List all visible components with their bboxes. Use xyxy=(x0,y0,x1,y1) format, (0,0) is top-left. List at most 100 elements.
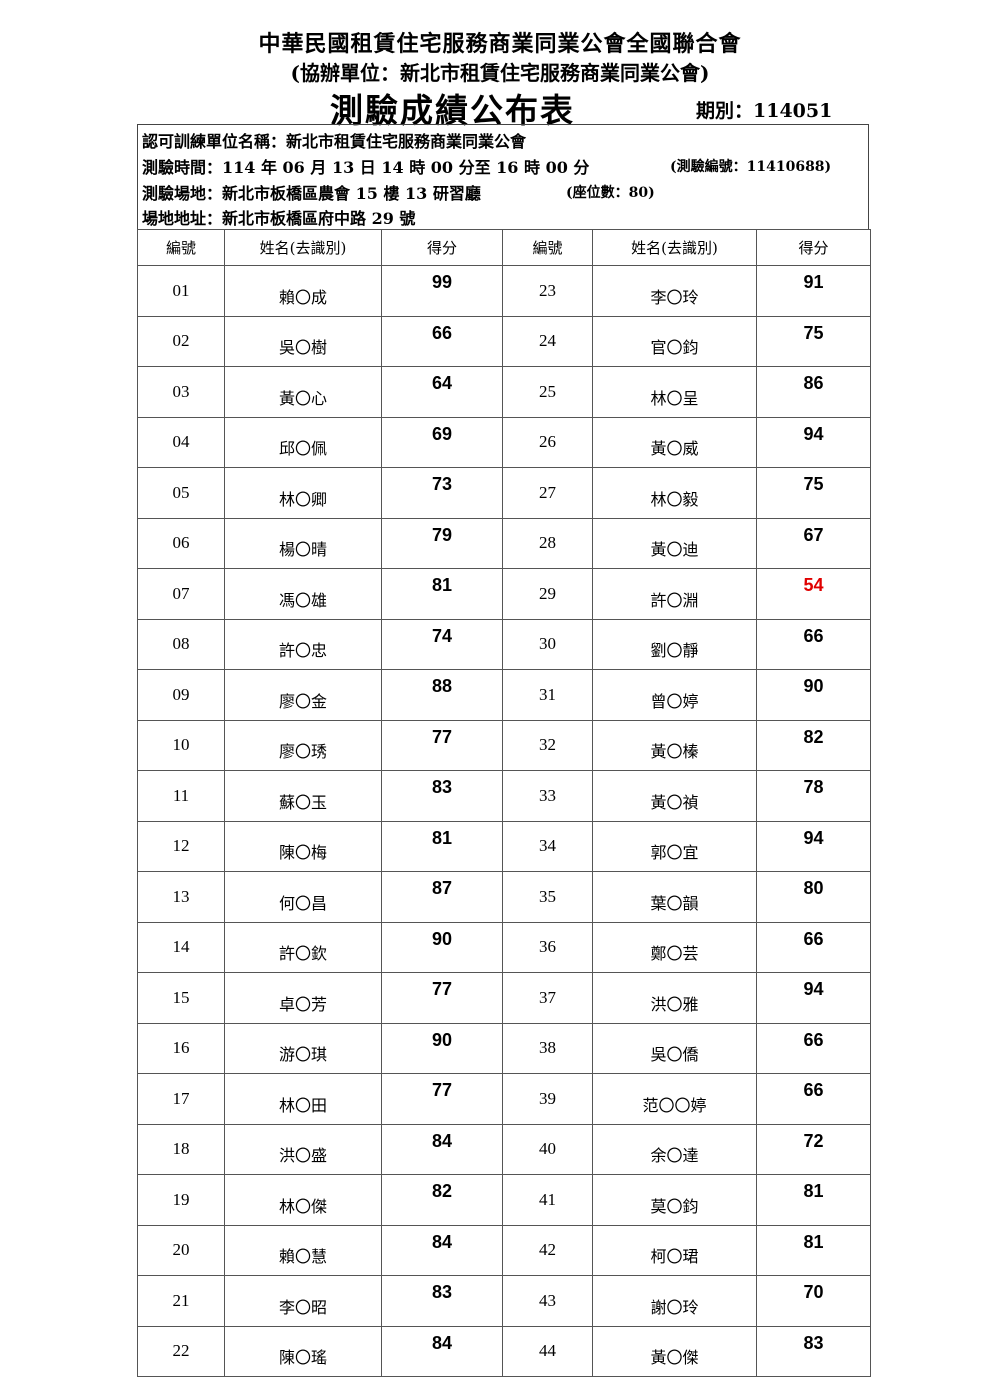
candidate-number: 13 xyxy=(137,871,225,923)
candidate-name: 洪〇雅 xyxy=(592,972,757,1024)
candidate-name: 吳〇僑 xyxy=(592,1022,757,1074)
table-row: 09 廖〇金 88 31 曾〇婷 90 xyxy=(137,669,871,721)
candidate-number: 27 xyxy=(502,467,593,519)
candidate-name: 賴〇慧 xyxy=(224,1224,382,1276)
candidate-name: 游〇琪 xyxy=(224,1022,382,1074)
candidate-score: 77 xyxy=(381,719,503,771)
candidate-score: 94 xyxy=(756,416,871,468)
table-row: 13 何〇昌 87 35 葉〇韻 80 xyxy=(137,871,871,923)
candidate-score: 90 xyxy=(381,921,503,973)
candidate-name: 劉〇靜 xyxy=(592,618,757,670)
candidate-number: 31 xyxy=(502,669,593,721)
candidate-score: 91 xyxy=(756,265,871,317)
candidate-number: 29 xyxy=(502,568,593,620)
page-title: 測驗成績公布表 xyxy=(330,91,575,130)
candidate-number: 15 xyxy=(137,972,225,1024)
organization-title: 中華民國租賃住宅服務商業同業公會全國聯合會 xyxy=(258,31,742,57)
candidate-score: 77 xyxy=(381,1073,503,1125)
candidate-number: 36 xyxy=(502,921,593,973)
candidate-score: 78 xyxy=(756,770,871,822)
candidate-score: 66 xyxy=(756,921,871,973)
co-organizer: (協辦單位：新北市租賃住宅服務商業同業公會) xyxy=(290,61,710,85)
seat-count: (座位數：80) xyxy=(566,185,655,201)
candidate-score: 86 xyxy=(756,366,871,418)
table-row: 14 許〇欽 90 36 鄭〇芸 66 xyxy=(137,921,871,973)
score-table: 編號 姓名(去識別) 得分 編號 姓名(去識別) 得分 01 賴〇成 99 23 李〇玲… xyxy=(137,229,871,1377)
candidate-score: 73 xyxy=(381,467,503,519)
candidate-name: 黃〇傑 xyxy=(592,1325,757,1377)
venue-address: 場地地址：新北市板橋區府中路 29 號 xyxy=(142,209,416,228)
table-row: 20 賴〇慧 84 42 柯〇珺 81 xyxy=(137,1224,871,1276)
candidate-name: 邱〇佩 xyxy=(224,416,382,468)
candidate-score: 81 xyxy=(756,1224,871,1276)
candidate-name: 賴〇成 xyxy=(224,265,382,317)
candidate-number: 21 xyxy=(137,1275,225,1327)
candidate-name: 林〇毅 xyxy=(592,467,757,519)
candidate-number: 42 xyxy=(502,1224,593,1276)
training-unit: 認可訓練單位名稱：新北市租賃住宅服務商業同業公會 xyxy=(142,132,527,151)
candidate-name: 官〇鈞 xyxy=(592,315,757,367)
candidate-number: 37 xyxy=(502,972,593,1024)
candidate-number: 44 xyxy=(502,1325,593,1377)
candidate-name: 林〇呈 xyxy=(592,366,757,418)
table-row: 11 蘇〇玉 83 33 黃〇禎 78 xyxy=(137,770,871,822)
table-row: 05 林〇卿 73 27 林〇毅 75 xyxy=(137,467,871,519)
candidate-number: 08 xyxy=(137,618,225,670)
candidate-score: 83 xyxy=(756,1325,871,1377)
candidate-score: 83 xyxy=(381,1275,503,1327)
candidate-number: 28 xyxy=(502,517,593,569)
candidate-score: 84 xyxy=(381,1123,503,1175)
candidate-number: 23 xyxy=(502,265,593,317)
candidate-number: 40 xyxy=(502,1123,593,1175)
candidate-number: 16 xyxy=(137,1022,225,1074)
candidate-score: 88 xyxy=(381,669,503,721)
candidate-number: 17 xyxy=(137,1073,225,1125)
candidate-score: 66 xyxy=(381,315,503,367)
candidate-score: 75 xyxy=(756,467,871,519)
candidate-score: 94 xyxy=(756,972,871,1024)
candidate-name: 吳〇樹 xyxy=(224,315,382,367)
candidate-name: 蘇〇玉 xyxy=(224,770,382,822)
candidate-number: 04 xyxy=(137,416,225,468)
candidate-score: 66 xyxy=(756,1022,871,1074)
candidate-name: 廖〇琇 xyxy=(224,719,382,771)
candidate-name: 卓〇芳 xyxy=(224,972,382,1024)
candidate-score: 72 xyxy=(756,1123,871,1175)
candidate-number: 34 xyxy=(502,820,593,872)
candidate-number: 02 xyxy=(137,315,225,367)
header-number: 編號 xyxy=(137,229,225,266)
exam-info-box: 認可訓練單位名稱：新北市租賃住宅服務商業同業公會 測驗時間：114 年 06 月… xyxy=(137,124,869,230)
candidate-number: 07 xyxy=(137,568,225,620)
exam-venue: 測驗場地：新北市板橋區農會 15 樓 13 研習廳 xyxy=(142,184,481,203)
table-row: 04 邱〇佩 69 26 黃〇威 94 xyxy=(137,416,871,468)
candidate-number: 01 xyxy=(137,265,225,317)
candidate-score: 84 xyxy=(381,1224,503,1276)
header-name: 姓名(去識別) xyxy=(224,229,382,266)
table-row: 18 洪〇盛 84 40 余〇達 72 xyxy=(137,1123,871,1175)
table-row: 22 陳〇瑤 84 44 黃〇傑 83 xyxy=(137,1325,871,1377)
candidate-number: 30 xyxy=(502,618,593,670)
candidate-name: 鄭〇芸 xyxy=(592,921,757,973)
candidate-name: 柯〇珺 xyxy=(592,1224,757,1276)
candidate-name: 陳〇梅 xyxy=(224,820,382,872)
period-label: 期別：114051 xyxy=(696,100,833,122)
candidate-score: 54 xyxy=(756,568,871,620)
table-row: 21 李〇昭 83 43 謝〇玲 70 xyxy=(137,1275,871,1327)
table-row: 02 吳〇樹 66 24 官〇鈞 75 xyxy=(137,315,871,367)
table-row: 17 林〇田 77 39 范〇〇婷 66 xyxy=(137,1073,871,1125)
candidate-score: 66 xyxy=(756,1073,871,1125)
candidate-number: 14 xyxy=(137,921,225,973)
candidate-score: 90 xyxy=(381,1022,503,1074)
table-row: 15 卓〇芳 77 37 洪〇雅 94 xyxy=(137,972,871,1024)
candidate-number: 26 xyxy=(502,416,593,468)
candidate-number: 24 xyxy=(502,315,593,367)
candidate-number: 10 xyxy=(137,719,225,771)
candidate-name: 許〇欽 xyxy=(224,921,382,973)
candidate-number: 11 xyxy=(137,770,225,822)
table-row: 06 楊〇晴 79 28 黃〇迪 67 xyxy=(137,517,871,569)
candidate-name: 黃〇禎 xyxy=(592,770,757,822)
candidate-name: 許〇淵 xyxy=(592,568,757,620)
candidate-name: 陳〇瑤 xyxy=(224,1325,382,1377)
candidate-name: 郭〇宜 xyxy=(592,820,757,872)
candidate-name: 林〇卿 xyxy=(224,467,382,519)
